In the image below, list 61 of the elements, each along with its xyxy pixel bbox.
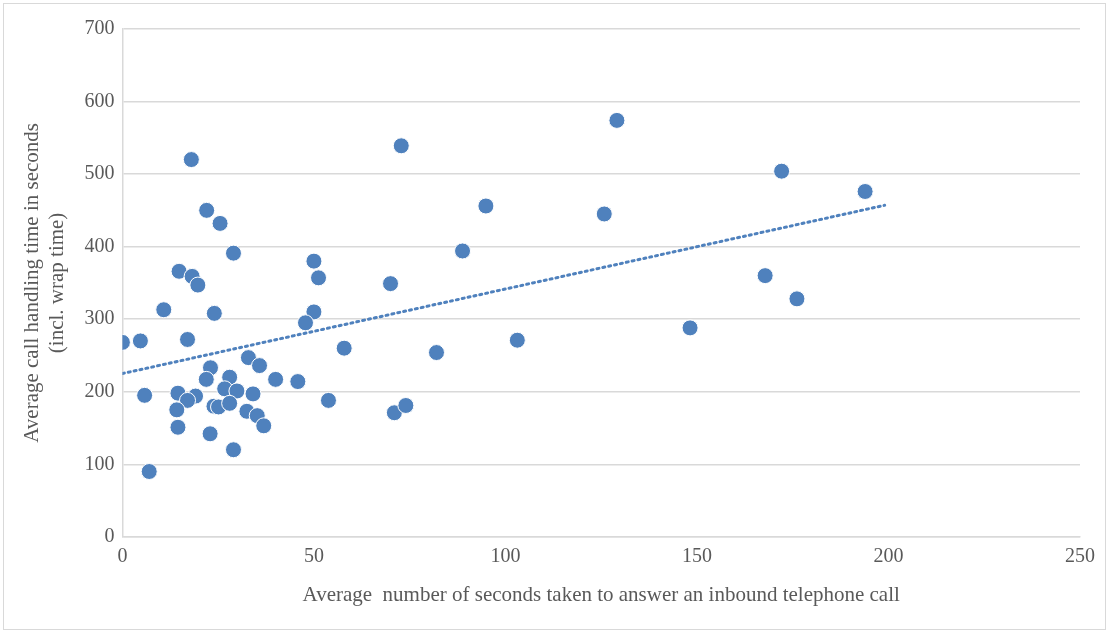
point [305,252,323,270]
point [197,370,215,388]
y-tick-label: 200 [84,378,115,401]
x-tick-label: 200 [873,544,904,567]
y-tick-label: 500 [84,161,115,184]
x-tick-label: 50 [303,544,324,567]
point [211,214,229,232]
point [224,244,242,262]
point [224,441,242,459]
point [189,276,207,294]
point [595,205,613,223]
point [182,151,200,169]
point [205,304,223,322]
point [397,397,415,414]
point [756,267,774,285]
y-tick-label: 0 [104,524,115,547]
point [140,463,158,481]
point [305,303,323,321]
point [773,162,791,180]
point [608,111,626,129]
point [385,404,403,422]
point [221,394,239,412]
x-tick-label: 250 [1065,544,1095,567]
point [454,242,472,260]
point [168,401,186,419]
y-tick-label: 300 [84,306,115,329]
point [681,319,699,337]
point [310,269,328,287]
point [477,197,495,215]
x-axis-title: Average number of seconds taken to answer an inbound telephone call [302,581,901,606]
point [136,386,154,404]
point [179,330,197,348]
point [788,290,806,308]
point [170,262,188,280]
point [198,201,216,219]
point [228,382,246,400]
point [201,425,219,443]
point [251,357,269,375]
y-tick-label: 400 [84,233,115,256]
x-tick-label: 100 [490,544,521,567]
point [427,344,445,362]
point [169,418,187,436]
point [296,314,314,332]
y-tick-label: 600 [84,88,115,111]
point [289,373,307,391]
y-tick-label: 700 [84,16,115,39]
y-axis-title: Average call handling time in seconds (incl. wrap time) [19,123,69,443]
point [508,331,526,349]
x-tick-label: 150 [681,544,712,567]
point [382,275,400,293]
point [179,391,197,409]
point [255,417,273,435]
point [856,183,874,200]
point [319,391,337,409]
y-tick-label: 100 [84,451,115,474]
point [392,137,410,155]
point [267,370,285,388]
point [155,301,173,319]
point [335,339,353,357]
point [131,332,149,350]
point [244,385,262,403]
